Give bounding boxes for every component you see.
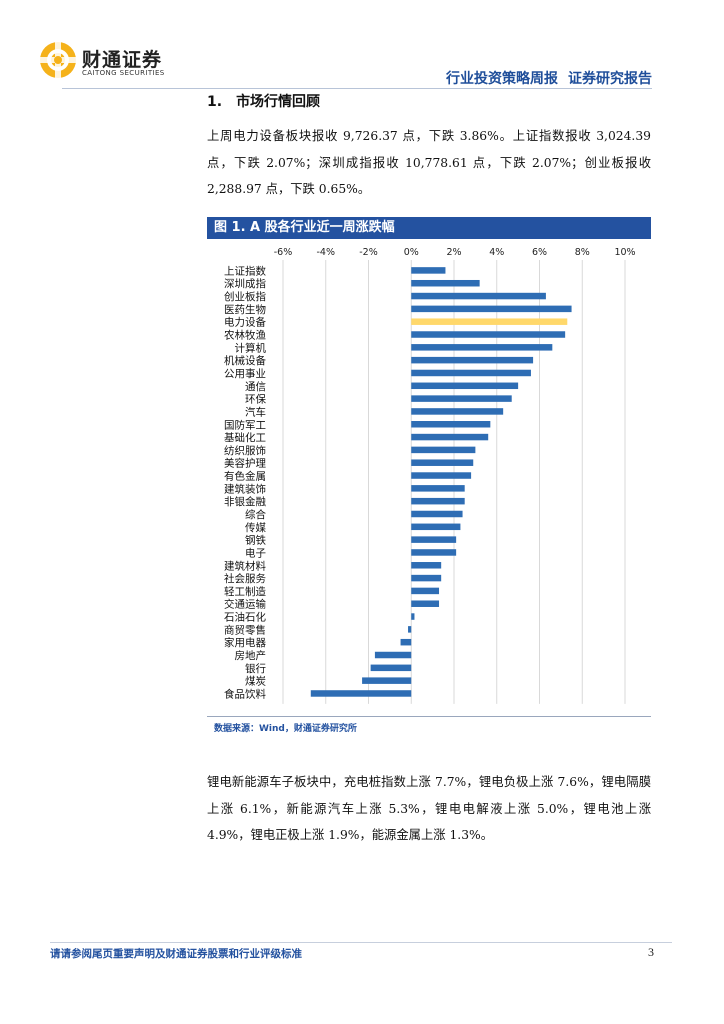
- chart-bar: [400, 638, 412, 646]
- chart-category-label: 深圳成指: [224, 277, 266, 290]
- chart-bar: [411, 523, 461, 531]
- chart-category-label: 家用电器: [224, 636, 266, 649]
- chart-category-label: 煤炭: [245, 675, 266, 688]
- chart-category-label: 钢铁: [245, 534, 266, 547]
- chart-bar: [411, 292, 546, 300]
- chart-bar: [411, 395, 512, 402]
- brand-logo: 财通证券 CAITONG SECURITIES: [38, 40, 188, 84]
- chart-category-label: 食品饮料: [224, 687, 266, 700]
- chart-category-label: 房地产: [235, 649, 267, 662]
- chart-bar: [411, 574, 442, 582]
- chart-bar: [411, 549, 457, 556]
- chart-category-label: 银行: [245, 662, 266, 675]
- chart-bar: [310, 690, 412, 697]
- chart-category-label: 汽车: [245, 405, 266, 418]
- chart-category-label: 交通运输: [224, 598, 266, 611]
- chart-category-label: 轻工制造: [224, 585, 266, 598]
- chart-bar: [411, 613, 415, 620]
- chart-category-label: 计算机: [235, 341, 267, 354]
- chart-tick-label: 0%: [404, 247, 419, 258]
- chart-category-label: 美容护理: [224, 457, 266, 470]
- report-category: 证券研究报告: [568, 71, 652, 87]
- chart-bar: [411, 279, 480, 287]
- chart-category-label: 农林牧渔: [224, 329, 266, 342]
- chart-bar: [374, 651, 412, 659]
- chart-bar: [411, 305, 572, 313]
- chart-tick-label: 2%: [446, 247, 461, 258]
- chart-bar: [370, 664, 412, 672]
- chart-category-label: 创业板指: [224, 290, 266, 303]
- industry-change-chart: -6% -4% -2% 0% 2% 4% 6% 8% 10% 上证指数深圳成指创业板指医药生物电力…: [224, 247, 636, 704]
- chart-tick-label: 8%: [575, 247, 590, 258]
- chart-category-label: 机械设备: [224, 354, 266, 367]
- chart-category-label: 建筑装饰: [224, 482, 266, 495]
- chart-category-label: 纺织服饰: [224, 444, 266, 457]
- chart-bar: [411, 344, 553, 351]
- chart-bar: [411, 600, 440, 607]
- report-type: 行业投资策略周报: [446, 71, 558, 87]
- caitong-logo-icon: [40, 42, 76, 78]
- chart-bar: [411, 369, 531, 377]
- chart-category-label: 商贸零售: [224, 623, 266, 636]
- footer-disclaimer-link[interactable]: 请请参阅尾页重要声明及财通证券股票和行业评级标准: [50, 948, 302, 960]
- chart-tick-label: -6%: [274, 247, 293, 258]
- chart-tick-label: 6%: [532, 247, 547, 258]
- chart-tick-label: -4%: [317, 247, 336, 258]
- report-header: 行业投资策略周报 证券研究报告: [436, 68, 652, 88]
- chart-bar: [411, 459, 474, 466]
- chart-tick-label: -2%: [359, 247, 378, 258]
- chart-bar: [411, 382, 519, 390]
- chart-category-label: 医药生物: [224, 303, 266, 316]
- page-number: 3: [648, 945, 654, 959]
- chart-bar: [411, 421, 491, 428]
- chart-bar: [411, 587, 440, 595]
- chart-bar: [411, 472, 472, 479]
- figure-source-divider: [207, 716, 651, 717]
- chart-bar: [411, 485, 465, 492]
- brand-name-en: CAITONG SECURITIES: [82, 69, 165, 77]
- chart-bar: [411, 331, 566, 338]
- chart-bar: [408, 626, 412, 633]
- section-title: 市场行情回顾: [236, 94, 321, 110]
- chart-bar: [411, 356, 534, 364]
- figure-title: 图 1. A 股各行业近一周涨跌幅: [207, 217, 651, 239]
- header-divider: [62, 88, 652, 89]
- chart-bar: [362, 677, 412, 684]
- chart-category-label: 非银金融: [224, 495, 266, 508]
- brand-name-cn: 财通证券: [82, 49, 163, 71]
- section-number: 1.: [207, 94, 223, 110]
- chart-category-label: 综合: [245, 508, 266, 521]
- chart-bar: [411, 446, 476, 454]
- lithium-sector-paragraph: 锂电新能源车子板块中，充电桩指数上涨 7.7%，锂电负极上涨 7.6%，锂电隔膜…: [207, 775, 651, 842]
- chart-bar: [411, 318, 568, 325]
- chart-bar: [411, 408, 504, 415]
- chart-bar: [411, 536, 457, 543]
- chart-category-label: 基础化工: [224, 431, 266, 444]
- chart-category-label: 建筑材料: [224, 559, 266, 572]
- footer-divider: [50, 942, 672, 943]
- chart-bar: [411, 267, 446, 274]
- section-heading: 1. 市场行情回顾: [207, 91, 320, 111]
- chart-category-label: 国防军工: [224, 418, 266, 431]
- chart-bar: [411, 510, 463, 518]
- chart-bar: [411, 562, 442, 569]
- chart-tick-label: 4%: [489, 247, 504, 258]
- chart-category-label: 通信: [245, 381, 266, 393]
- chart-bar: [411, 433, 489, 441]
- chart-bar: [411, 497, 465, 505]
- market-review-paragraph: 上周电力设备板块报收 9,726.37 点，下跌 3.86%。上证指数报收 3,…: [207, 129, 651, 196]
- chart-category-label: 电力设备: [224, 316, 266, 329]
- chart-category-label: 社会服务: [224, 572, 266, 585]
- chart-category-label: 上证指数: [224, 264, 266, 277]
- chart-category-label: 环保: [245, 393, 266, 406]
- chart-category-label: 石油石化: [224, 611, 266, 624]
- figure-source: 数据来源：Wind，财通证券研究所: [214, 724, 357, 734]
- chart-category-label: 公用事业: [224, 367, 266, 380]
- chart-category-label: 传媒: [245, 521, 266, 534]
- chart-tick-label: 10%: [614, 247, 635, 258]
- chart-category-label: 电子: [245, 546, 266, 559]
- chart-category-label: 有色金属: [224, 470, 266, 483]
